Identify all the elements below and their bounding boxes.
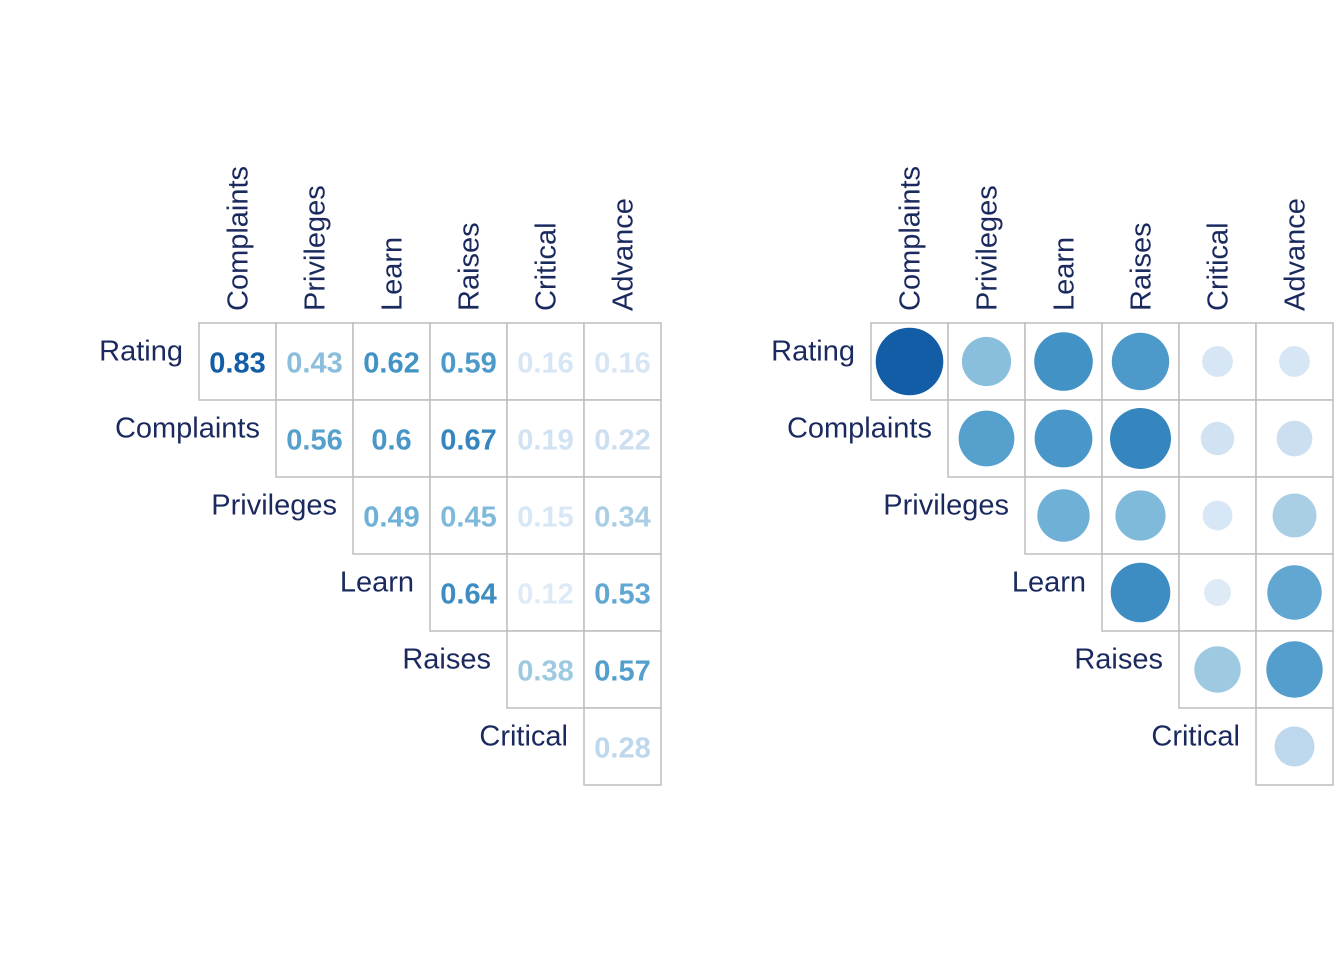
grid-cell — [275, 399, 354, 478]
column-label: Complaints — [223, 166, 255, 311]
correlation-value: 0.19 — [517, 425, 573, 457]
row-label: Privileges — [211, 490, 337, 522]
row-label: Rating — [771, 336, 855, 368]
correlation-value: 0.64 — [440, 579, 496, 611]
correlation-value: 0.28 — [594, 733, 650, 765]
correlation-circle — [961, 336, 1012, 387]
correlation-circle — [1115, 490, 1166, 541]
correlation-value: 0.22 — [594, 425, 650, 457]
correlation-circle — [1194, 646, 1241, 693]
correlation-circle — [1110, 562, 1171, 623]
correlation-value: 0.56 — [286, 425, 342, 457]
correlation-value: 0.45 — [440, 502, 496, 534]
column-label: Critical — [1203, 222, 1235, 311]
row-label: Critical — [1151, 721, 1240, 753]
correlation-circle — [1267, 565, 1322, 620]
correlation-circle — [1111, 332, 1170, 391]
correlation-value: 0.67 — [440, 425, 496, 457]
correlation-circle — [1110, 408, 1171, 469]
grid-cell — [583, 630, 662, 709]
correlation-circle — [1274, 726, 1315, 767]
row-label: Raises — [1074, 644, 1163, 676]
grid-cell — [583, 707, 662, 786]
correlation-circle — [1200, 421, 1235, 456]
correlation-value: 0.38 — [517, 656, 573, 688]
column-label: Critical — [531, 222, 563, 311]
grid-cell — [583, 553, 662, 632]
correlation-value: 0.62 — [363, 348, 419, 380]
correlation-value: 0.49 — [363, 502, 419, 534]
column-label: Privileges — [972, 185, 1004, 311]
correlation-circle — [1037, 489, 1090, 542]
row-label: Rating — [99, 336, 183, 368]
column-label: Advance — [1280, 198, 1312, 311]
grid-cell — [352, 322, 431, 401]
correlation-value: 0.83 — [209, 348, 265, 380]
column-label: Raises — [1126, 222, 1158, 311]
correlation-circle — [875, 327, 944, 396]
correlation-value: 0.43 — [286, 348, 342, 380]
correlation-circle — [1279, 346, 1310, 377]
row-label: Learn — [1012, 567, 1086, 599]
correlation-value: 0.6 — [371, 425, 411, 457]
correlation-plot-numbers: Complaints Privileges Learn Raises Critical A… — [99, 166, 662, 786]
correlation-circle — [1202, 346, 1233, 377]
row-label: Complaints — [115, 413, 260, 445]
correlation-circle — [1272, 493, 1317, 538]
correlation-circle — [958, 410, 1015, 467]
correlation-circle — [1202, 500, 1233, 531]
row-label: Complaints — [787, 413, 932, 445]
column-label: Complaints — [895, 166, 927, 311]
correlation-plot-circles: Complaints Privileges Learn Raises Critical A… — [771, 166, 1334, 786]
grid-cell — [429, 553, 508, 632]
column-label: Learn — [377, 237, 409, 311]
correlation-circle — [1266, 641, 1323, 698]
correlation-value: 0.59 — [440, 348, 496, 380]
correlation-value: 0.15 — [517, 502, 573, 534]
correlation-value: 0.16 — [517, 348, 573, 380]
correlation-value: 0.57 — [594, 656, 650, 688]
column-label: Privileges — [300, 185, 332, 311]
correlation-value: 0.53 — [594, 579, 650, 611]
correlation-value: 0.34 — [594, 502, 650, 534]
row-label: Learn — [340, 567, 414, 599]
correlation-value: 0.16 — [594, 348, 650, 380]
grid-cell — [506, 630, 585, 709]
column-label: Learn — [1049, 237, 1081, 311]
grid-cell — [506, 476, 585, 555]
correlation-value: 0.12 — [517, 579, 573, 611]
correlation-circle — [1204, 579, 1231, 606]
correlation-circle — [1276, 420, 1313, 457]
grid-cell — [275, 322, 354, 401]
grid-cell — [198, 322, 277, 401]
grid-cell — [352, 399, 431, 478]
column-label: Raises — [454, 222, 486, 311]
row-label: Critical — [479, 721, 568, 753]
grid-cell — [506, 553, 585, 632]
row-label: Raises — [402, 644, 491, 676]
grid-cell — [352, 476, 431, 555]
correlation-circle — [1034, 332, 1093, 391]
column-label: Advance — [608, 198, 640, 311]
row-label: Privileges — [883, 490, 1009, 522]
grid-cell — [583, 399, 662, 478]
grid-cell — [506, 399, 585, 478]
correlation-circle — [1034, 409, 1093, 468]
grid-cell — [583, 322, 662, 401]
